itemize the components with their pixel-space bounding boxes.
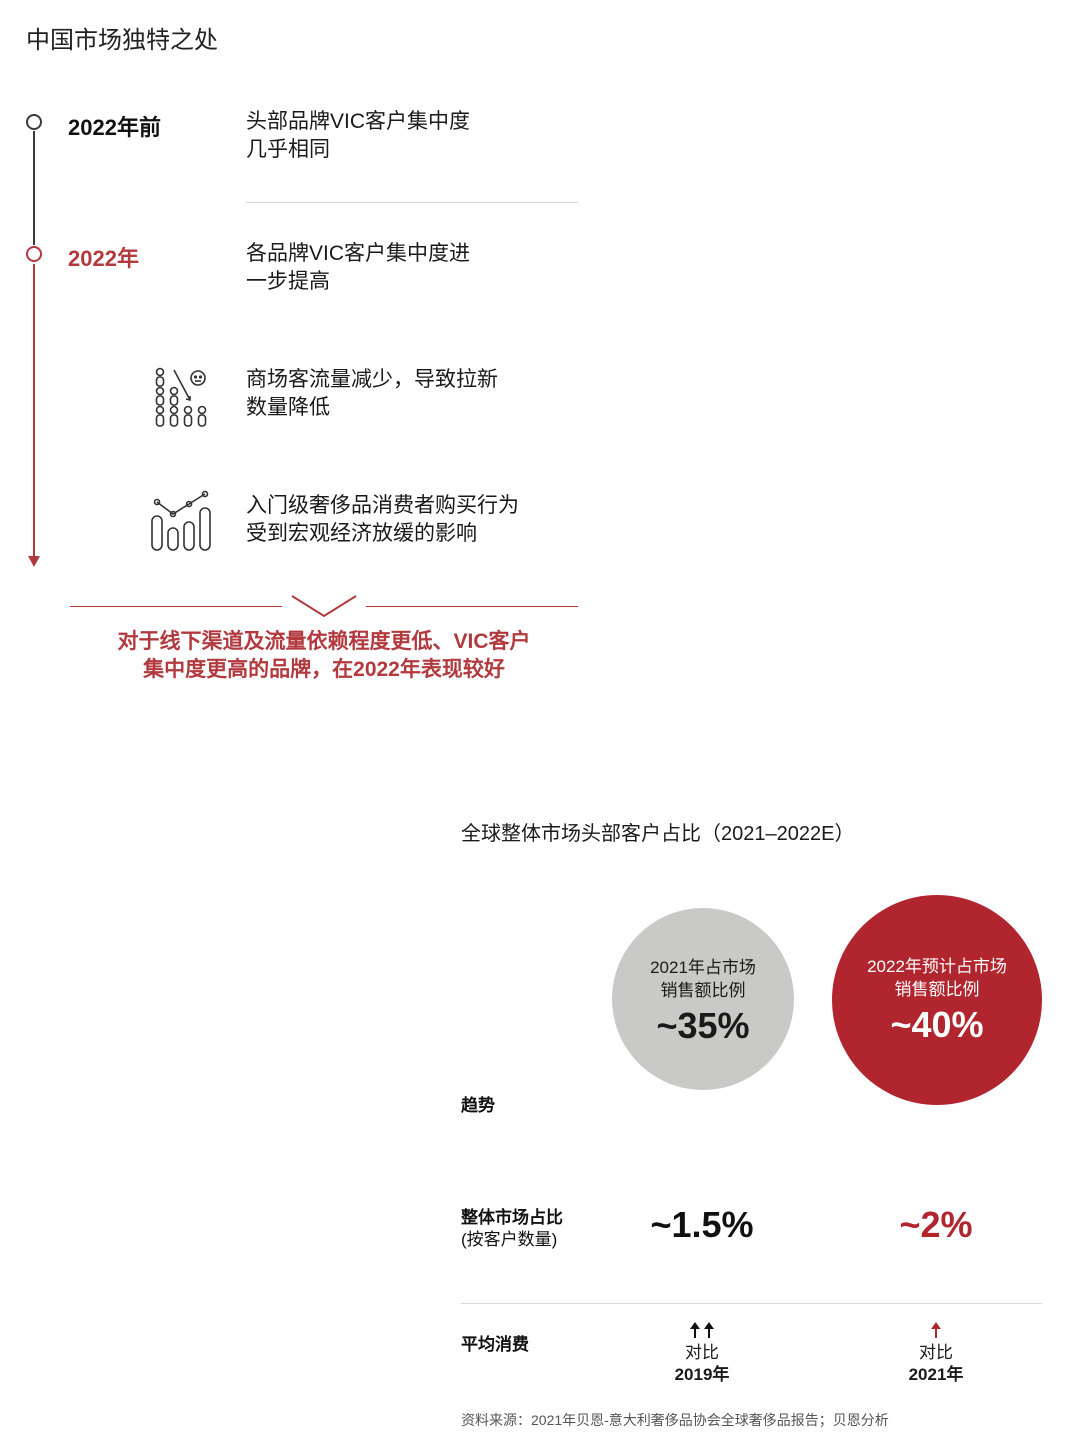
row-divider xyxy=(461,1303,1042,1304)
conclusion-line1: 对于线下渠道及流量依赖程度更低、VIC客户 xyxy=(117,630,531,653)
circle-2021: 2021年占市场 销售额比例 ~35% xyxy=(612,908,794,1090)
timeline-dot-current xyxy=(26,246,42,262)
factor-text-2: 入门级奢侈品消费者购买行为 受到宏观经济放缓的影响 xyxy=(246,492,586,548)
spend-compare-2021-line2: 2021年 xyxy=(908,1365,964,1384)
timeline-dot-before xyxy=(26,114,42,130)
spend-compare-2019: 对比 2019年 xyxy=(642,1322,762,1386)
timeline-text-before-line1: 头部品牌VIC客户集中度 xyxy=(246,110,471,133)
timeline-arrow-head xyxy=(28,556,40,567)
factor-text-1: 商场客流量减少，导致拉新 数量降低 xyxy=(246,366,586,422)
row-label-share: 整体市场占比 (按客户数量) xyxy=(461,1207,563,1251)
circle-2022-label-line2: 销售额比例 xyxy=(894,980,980,999)
circle-2022-value: ~40% xyxy=(890,1004,984,1045)
row-label-spend: 平均消费 xyxy=(461,1335,529,1354)
spend-compare-2021: 对比 2021年 xyxy=(876,1322,996,1386)
timeline-line-grey xyxy=(33,131,35,245)
row-label-share-line2: (按客户数量) xyxy=(461,1230,558,1249)
conclusion-text: 对于线下渠道及流量依赖程度更低、VIC客户 集中度更高的品牌，在2022年表现较… xyxy=(70,628,578,684)
timeline-year-current: 2022年 xyxy=(68,246,139,271)
chevron-down-icon xyxy=(290,594,358,625)
share-value-2021: ~1.5% xyxy=(650,1204,754,1245)
timeline-text-current: 各品牌VIC客户集中度进 一步提高 xyxy=(246,240,586,296)
factor-text-2-line1: 入门级奢侈品消费者购买行为 xyxy=(246,494,519,517)
spend-compare-2019-line1: 对比 xyxy=(685,1343,719,1362)
factor-text-1-line2: 数量降低 xyxy=(246,396,330,419)
timeline-line-red xyxy=(33,264,35,559)
circle-2022-label-line1: 2022年预计占市场 xyxy=(867,957,1007,976)
spend-compare-2019-line2: 2019年 xyxy=(674,1365,730,1384)
circle-2021-label-line1: 2021年占市场 xyxy=(650,958,756,977)
conclusion-line-right xyxy=(366,606,578,607)
bar-chart-trend-icon xyxy=(148,488,216,559)
conclusion-line2: 集中度更高的品牌，在2022年表现较好 xyxy=(143,658,505,681)
timeline-text-before: 头部品牌VIC客户集中度 几乎相同 xyxy=(246,108,586,164)
circle-2021-label-line2: 销售额比例 xyxy=(660,981,746,1000)
timeline-text-current-line2: 一步提高 xyxy=(246,270,330,293)
source-note: 资料来源：2021年贝恩-意大利奢侈品协会全球奢侈品报告；贝恩分析 xyxy=(461,1412,889,1428)
conclusion-line-left xyxy=(70,606,282,607)
page-title: 中国市场独特之处 xyxy=(26,27,218,54)
up-arrow-icon xyxy=(876,1322,996,1340)
factor-text-1-line1: 商场客流量减少，导致拉新 xyxy=(246,368,498,391)
timeline-divider xyxy=(246,202,578,203)
double-up-arrow-icon xyxy=(642,1322,762,1340)
share-value-2022: ~2% xyxy=(899,1204,973,1245)
factor-text-2-line2: 受到宏观经济放缓的影响 xyxy=(246,522,477,545)
circle-2022: 2022年预计占市场 销售额比例 ~40% xyxy=(832,895,1042,1105)
row-label-trend: 趋势 xyxy=(461,1096,495,1115)
crowd-decline-icon xyxy=(148,366,214,439)
timeline-text-before-line2: 几乎相同 xyxy=(246,138,330,161)
row-label-share-line1: 整体市场占比 xyxy=(461,1208,563,1227)
chart-title: 全球整体市场头部客户占比（2021–2022E） xyxy=(461,823,855,845)
timeline-year-before: 2022年前 xyxy=(68,115,161,140)
spend-compare-2021-line1: 对比 xyxy=(919,1343,953,1362)
circle-2021-value: ~35% xyxy=(656,1005,750,1046)
timeline-text-current-line1: 各品牌VIC客户集中度进 xyxy=(246,242,471,265)
